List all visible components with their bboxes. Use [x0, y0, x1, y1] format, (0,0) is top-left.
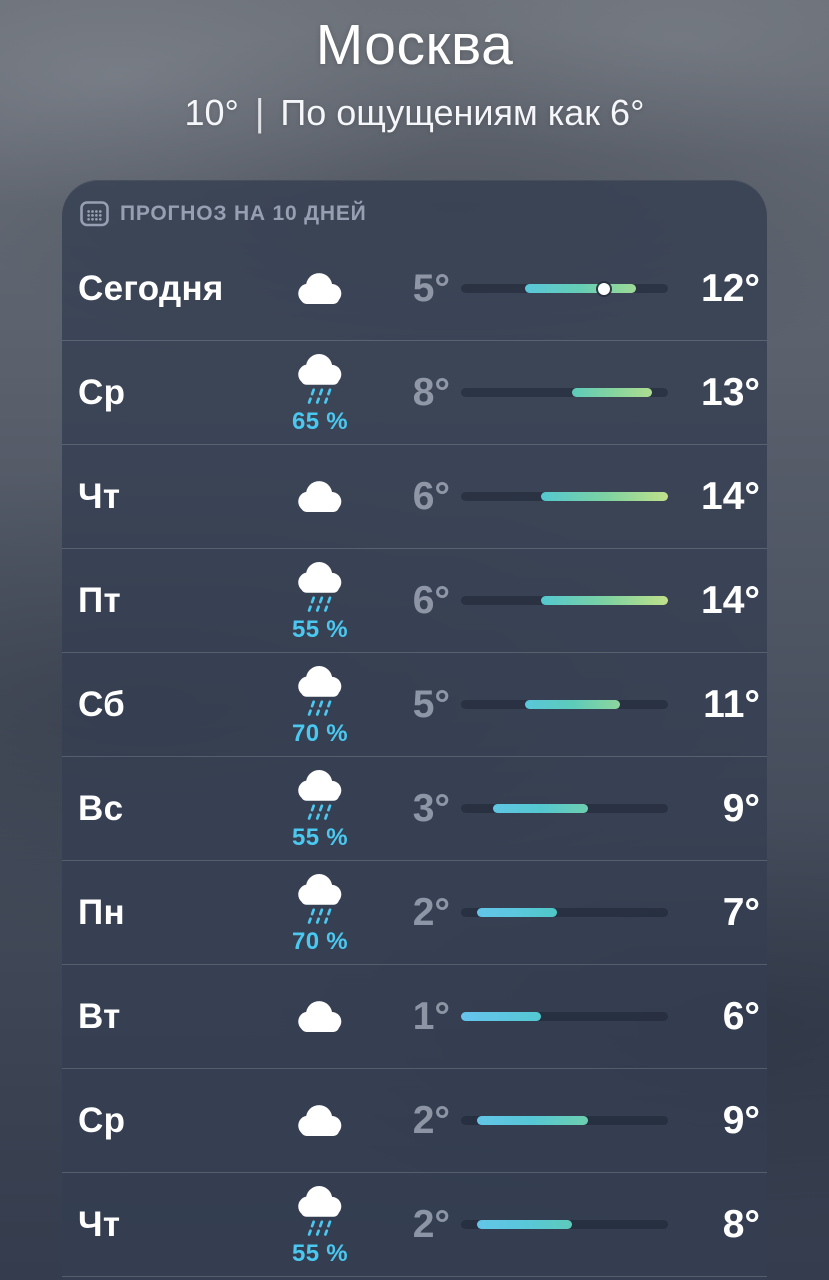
high-temp: 13° — [701, 370, 760, 414]
temp-range-bar — [461, 804, 668, 813]
low-temp: 5° — [412, 682, 450, 726]
low-temp: 1° — [412, 994, 450, 1038]
precipitation-chance: 70 % — [292, 928, 348, 955]
forecast-row[interactable]: Чт 55 % 2° 8° — [62, 1173, 767, 1277]
temp-range-bar — [461, 282, 668, 295]
precipitation-chance: 55 % — [292, 1240, 348, 1267]
high-temp: 8° — [722, 1202, 760, 1246]
calendar-icon — [80, 200, 109, 227]
low-temp: 6° — [412, 578, 450, 622]
temp-range-fill — [540, 596, 668, 605]
rain-cloud-icon — [291, 557, 349, 615]
temp-range-fill — [476, 1220, 573, 1229]
forecast-row[interactable]: Сб 70 % 5° 11° — [62, 653, 767, 757]
temp-range-bar — [461, 492, 668, 501]
rain-cloud-icon — [291, 869, 349, 927]
day-label: Ср — [78, 1100, 126, 1140]
day-label: Пн — [78, 892, 125, 932]
day-label: Чт — [78, 476, 121, 516]
current-temp-dot — [598, 282, 611, 295]
high-temp: 14° — [701, 474, 760, 518]
forecast-row[interactable]: Ср 65 % 8° 13° — [62, 341, 767, 445]
day-label: Пт — [78, 580, 121, 620]
precipitation-chance: 65 % — [292, 408, 348, 435]
forecast-row[interactable]: Ср 2° 9° — [62, 1069, 767, 1173]
day-label: Чт — [78, 1204, 121, 1244]
forecast-row[interactable]: Чт 6° 14° — [62, 445, 767, 549]
temp-range-bar — [461, 1220, 668, 1229]
feels-like-label: По ощущениям как 6° — [280, 92, 645, 133]
forecast-list: Сегодня 5° 12° Ср 65 % 8° 13° Чт 6° — [62, 237, 767, 1277]
rain-cloud-icon — [291, 765, 349, 823]
forecast-row[interactable]: Пт 55 % 6° 14° — [62, 549, 767, 653]
temp-range-fill — [476, 908, 557, 917]
rain-cloud-icon — [291, 661, 349, 719]
high-temp: 7° — [722, 890, 760, 934]
high-temp: 14° — [701, 578, 760, 622]
low-temp: 2° — [412, 1098, 450, 1142]
temp-range-bar — [461, 1116, 668, 1125]
temp-range-fill — [524, 284, 637, 293]
high-temp: 12° — [701, 266, 760, 310]
high-temp: 9° — [722, 786, 760, 830]
low-temp: 5° — [412, 266, 450, 310]
temp-range-fill — [461, 1012, 541, 1021]
day-label: Вс — [78, 788, 124, 828]
subtitle-separator: | — [254, 90, 265, 134]
cloud-icon — [291, 268, 349, 310]
day-label: Ср — [78, 372, 126, 412]
high-temp: 6° — [722, 994, 760, 1038]
cloud-icon — [291, 1100, 349, 1142]
precipitation-chance: 55 % — [292, 616, 348, 643]
high-temp: 11° — [703, 682, 760, 726]
forecast-card-header: ПРОГНОЗ НА 10 ДНЕЙ — [62, 180, 767, 237]
forecast-card-title: ПРОГНОЗ НА 10 ДНЕЙ — [120, 201, 367, 225]
low-temp: 8° — [412, 370, 450, 414]
temp-range-bar — [461, 388, 668, 397]
forecast-row[interactable]: Вт 1° 6° — [62, 965, 767, 1069]
temp-range-bar — [461, 700, 668, 709]
temp-range-fill — [540, 492, 668, 501]
cloud-icon — [291, 476, 349, 518]
day-label: Сб — [78, 684, 126, 724]
low-temp: 6° — [412, 474, 450, 518]
temp-range-fill — [572, 388, 653, 397]
city-name: Москва — [315, 13, 514, 77]
temp-range-bar — [461, 596, 668, 605]
current-conditions: 10° | По ощущениям как 6° — [0, 90, 829, 134]
temp-range-fill — [476, 1116, 589, 1125]
temp-range-bar — [461, 1012, 668, 1021]
forecast-row[interactable]: Сегодня 5° 12° — [62, 237, 767, 341]
precipitation-chance: 55 % — [292, 824, 348, 851]
location-header: Москва 10° | По ощущениям как 6° — [0, 0, 829, 134]
forecast-row[interactable]: Вс 55 % 3° 9° — [62, 757, 767, 861]
low-temp: 2° — [412, 1202, 450, 1246]
low-temp: 2° — [412, 890, 450, 934]
low-temp: 3° — [412, 786, 450, 830]
forecast-row[interactable]: Пн 70 % 2° 7° — [62, 861, 767, 965]
current-temp: 10° — [184, 92, 239, 133]
day-label: Вт — [78, 996, 121, 1036]
high-temp: 9° — [722, 1098, 760, 1142]
rain-cloud-icon — [291, 1181, 349, 1239]
cloud-icon — [291, 996, 349, 1038]
temp-range-fill — [524, 700, 621, 709]
rain-cloud-icon — [291, 349, 349, 407]
day-label: Сегодня — [78, 268, 224, 308]
precipitation-chance: 70 % — [292, 720, 348, 747]
ten-day-forecast-card: ПРОГНОЗ НА 10 ДНЕЙ Сегодня 5° 12° Ср 65 … — [62, 180, 767, 1280]
temp-range-bar — [461, 908, 668, 917]
temp-range-fill — [492, 804, 589, 813]
